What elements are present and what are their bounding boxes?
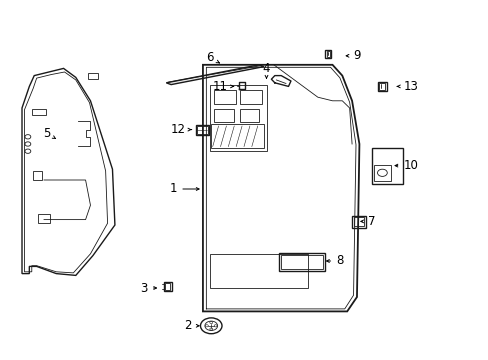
Bar xyxy=(326,51,329,57)
Text: 11: 11 xyxy=(212,80,233,93)
Bar xyxy=(351,216,365,228)
Bar xyxy=(373,165,390,181)
Text: 6: 6 xyxy=(206,51,219,64)
Text: 10: 10 xyxy=(394,159,417,172)
Text: 13: 13 xyxy=(397,80,417,93)
Bar xyxy=(197,126,207,134)
Text: 3: 3 xyxy=(140,282,156,294)
Bar xyxy=(210,254,307,288)
Text: 12: 12 xyxy=(171,123,191,136)
Text: 8: 8 xyxy=(326,255,343,267)
Bar xyxy=(163,282,171,291)
Bar xyxy=(32,109,46,115)
Bar xyxy=(280,255,323,269)
Bar xyxy=(377,82,386,91)
Bar xyxy=(165,283,170,290)
Text: 1: 1 xyxy=(169,183,199,195)
Bar xyxy=(195,125,209,135)
Bar xyxy=(353,217,364,226)
Bar xyxy=(38,214,50,223)
Text: 7: 7 xyxy=(360,215,375,228)
Bar xyxy=(214,90,236,104)
Bar xyxy=(214,109,233,122)
Text: 9: 9 xyxy=(346,49,360,62)
Bar xyxy=(239,90,261,104)
Bar xyxy=(379,83,385,90)
Bar xyxy=(278,253,325,271)
Polygon shape xyxy=(166,65,264,85)
Bar xyxy=(239,109,259,122)
Bar xyxy=(211,124,264,148)
Text: 2: 2 xyxy=(184,319,199,332)
Bar xyxy=(210,85,266,151)
Bar xyxy=(33,171,42,180)
Bar xyxy=(371,148,403,184)
Text: 4: 4 xyxy=(262,62,270,78)
Text: 5: 5 xyxy=(42,127,56,140)
Bar xyxy=(325,50,330,58)
Bar xyxy=(88,73,98,79)
